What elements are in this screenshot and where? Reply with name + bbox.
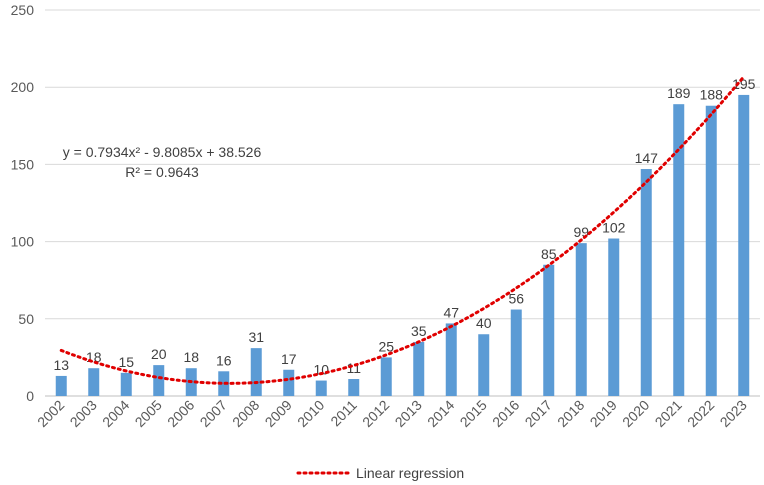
- trend-equation: y = 0.7934x² - 9.8085x + 38.526: [63, 144, 262, 160]
- bar: [380, 357, 392, 396]
- y-tick-label: 100: [11, 234, 35, 250]
- x-tick-label: 2020: [619, 397, 652, 430]
- x-tick-label: 2013: [392, 397, 425, 430]
- bar: [510, 309, 522, 396]
- y-tick-label: 150: [11, 156, 35, 172]
- data-label: 25: [378, 338, 394, 354]
- bar: [575, 243, 587, 396]
- y-tick-label: 0: [26, 388, 34, 404]
- bar: [250, 348, 262, 396]
- data-label: 47: [443, 304, 459, 320]
- bar: [608, 238, 620, 396]
- bar: [120, 372, 132, 396]
- y-axis-ticks: 0 50 100 150 200 250: [11, 2, 35, 404]
- trendline: [59, 75, 746, 385]
- bar: [348, 379, 360, 396]
- bar: [705, 105, 717, 396]
- x-tick-label: 2002: [34, 397, 67, 430]
- data-label: 85: [541, 246, 557, 262]
- bar: [55, 375, 67, 396]
- data-label: 195: [732, 76, 756, 92]
- x-tick-label: 2004: [99, 397, 132, 430]
- x-tick-label: 2005: [132, 397, 165, 430]
- bar: [283, 369, 295, 396]
- data-label: 188: [700, 87, 724, 103]
- data-label: 18: [183, 349, 199, 365]
- bar: [673, 104, 685, 397]
- bar: [543, 264, 555, 396]
- gridlines: [45, 9, 760, 397]
- data-label: 56: [508, 291, 524, 307]
- data-label: 35: [411, 323, 427, 339]
- x-tick-label: 2021: [652, 397, 685, 430]
- bar: [315, 380, 327, 396]
- x-tick-label: 2007: [197, 397, 230, 430]
- data-label: 16: [216, 352, 232, 368]
- x-axis-ticks: 2002 2003 2004 2005 2006 2007 2008 2009 2010 2011…: [34, 397, 750, 430]
- data-label: 102: [602, 220, 626, 236]
- data-label: 20: [151, 346, 167, 362]
- trend-r-squared: R² = 0.9643: [125, 164, 199, 180]
- bars: [55, 94, 750, 397]
- x-tick-label: 2015: [457, 397, 490, 430]
- x-tick-label: 2010: [294, 397, 327, 430]
- legend: Linear regression: [296, 465, 464, 481]
- x-tick-label: 2006: [164, 397, 197, 430]
- x-tick-label: 2017: [522, 397, 555, 430]
- bar: [640, 169, 652, 396]
- data-label: 13: [53, 357, 69, 373]
- x-tick-label: 2022: [684, 397, 717, 430]
- bar: [738, 94, 750, 397]
- data-label: 99: [573, 224, 589, 240]
- data-label: 31: [248, 329, 264, 345]
- x-tick-label: 2018: [554, 397, 587, 430]
- bar: [445, 323, 457, 396]
- x-tick-label: 2012: [359, 397, 392, 430]
- legend-trend-label: Linear regression: [356, 465, 464, 481]
- y-tick-label: 200: [11, 79, 35, 95]
- bar: [478, 334, 490, 396]
- x-tick-label: 2019: [587, 397, 620, 430]
- data-label: 11: [346, 360, 361, 376]
- y-tick-label: 50: [18, 311, 34, 327]
- data-label: 147: [635, 150, 659, 166]
- data-label: 189: [667, 85, 691, 101]
- bar: [413, 341, 425, 396]
- data-label: 15: [118, 354, 134, 370]
- x-tick-label: 2014: [424, 397, 457, 430]
- x-tick-label: 2003: [67, 397, 100, 430]
- data-label: 40: [476, 315, 492, 331]
- x-tick-label: 2016: [489, 397, 522, 430]
- x-tick-label: 2011: [327, 397, 360, 430]
- bar: [153, 365, 165, 396]
- y-tick-label: 250: [11, 2, 35, 18]
- bar: [88, 368, 100, 396]
- x-tick-label: 2023: [717, 397, 750, 430]
- data-label: 17: [281, 351, 297, 367]
- x-tick-label: 2008: [229, 397, 262, 430]
- x-tick-label: 2009: [262, 397, 295, 430]
